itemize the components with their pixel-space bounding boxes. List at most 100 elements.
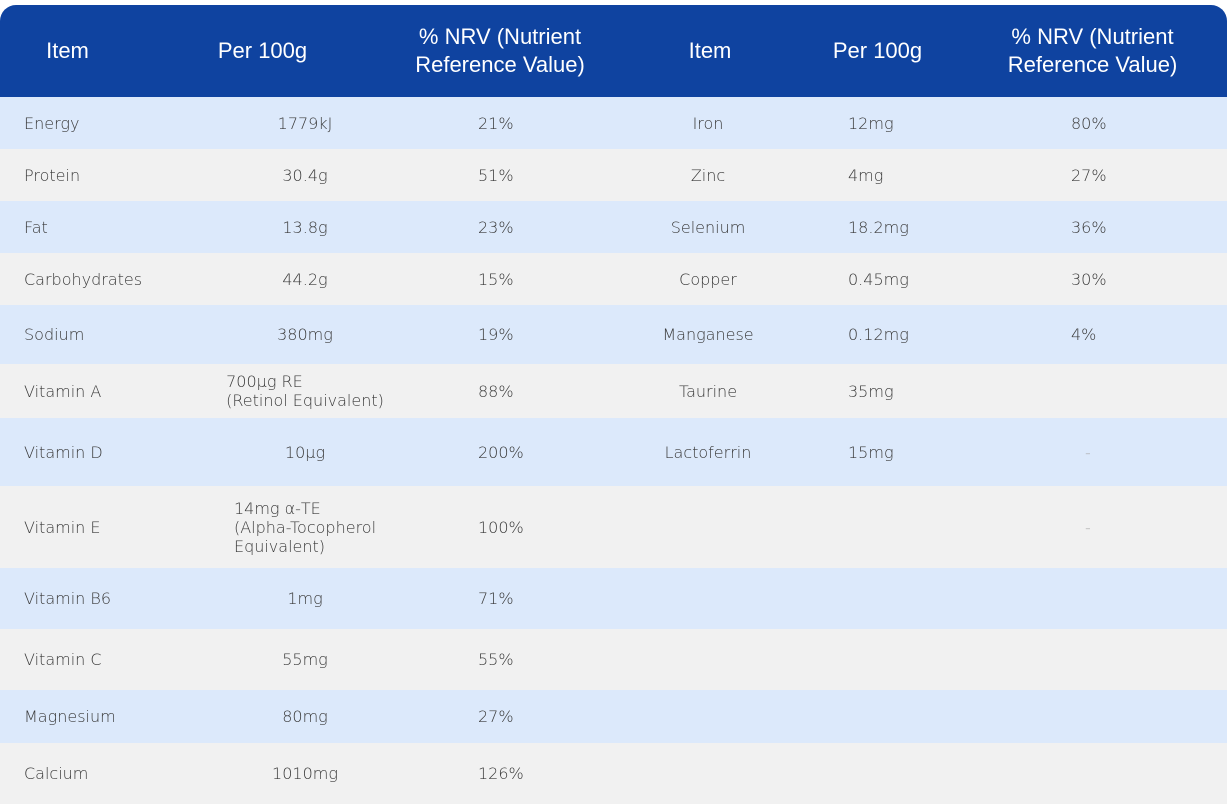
cell-r-item [620,629,796,690]
cell-per100g: 10µg [180,418,430,486]
table-row: Calcium 1010mg 126% [0,743,1227,804]
cell-text: 14mg α-TE (Alpha-Tocopherol Equivalent) [233,498,377,556]
cell-item: Vitamin B6 [24,568,174,629]
cell-r-item: Zinc [620,149,796,201]
cell-r-per100g: 18.2mg [848,201,1008,253]
cell-text: - [1085,442,1091,462]
header-item-right: Item [688,38,732,63]
cell-text: Energy [24,113,80,133]
cell-r-nrv [1071,568,1191,629]
cell-nrv: 27% [478,690,598,743]
cell-r-per100g: 0.12mg [848,305,1008,364]
cell-per100g: 30.4g [180,149,430,201]
cell-r-item: Selenium [620,201,796,253]
cell-item: Carbohydrates [24,253,174,305]
cell-per100g: 80mg [180,690,430,743]
cell-text: Vitamin C [24,650,102,669]
table-row: Vitamin E 14mg α-TE (Alpha-Tocopherol Equ… [0,486,1227,568]
cell-nrv: 15% [478,253,598,305]
cell-r-item: Lactoferrin [620,418,796,486]
cell-text: 700µg RE (Retinol Equivalent) [226,372,384,410]
table-row: Vitamin D 10µg 200% Lactoferrin 15mg - [0,418,1227,486]
cell-text: 126% [478,764,524,783]
table-row: Vitamin A 700µg RE (Retinol Equivalent) 88… [0,364,1227,418]
cell-r-item: Taurine [620,364,796,418]
cell-text: Vitamin D [24,442,103,462]
cell-r-item [620,486,796,568]
cell-r-per100g [848,568,1008,629]
cell-item: Calcium [24,743,174,804]
cell-text: Sodium [24,325,85,344]
cell-per100g: 44.2g [180,253,430,305]
cell-r-nrv [1071,629,1191,690]
cell-text: 380mg [277,325,333,344]
cell-text: 0.45mg [848,269,909,289]
cell-item: Energy [24,97,174,149]
cell-text: 4mg [848,165,884,185]
cell-item: Vitamin C [24,629,174,690]
cell-r-item [620,568,796,629]
cell-item: Sodium [24,305,174,364]
cell-text: 12mg [848,113,894,133]
cell-text: 13.8g [282,217,328,237]
cell-text: Selenium [670,217,746,237]
cell-text: 30.4g [282,165,328,185]
table-row: Vitamin B6 1mg 71% [0,568,1227,629]
cell-per100g: 380mg [180,305,430,364]
cell-text: Calcium [24,764,89,783]
cell-text: 30% [1071,269,1107,289]
table-row: Sodium 380mg 19% Manganese 0.12mg 4% [0,305,1227,364]
cell-r-per100g: 4mg [848,149,1008,201]
cell-nrv: 100% [478,486,598,568]
cell-per100g: 13.8g [180,201,430,253]
cell-text: Taurine [678,381,738,401]
table-row: Protein 30.4g 51% Zinc 4mg 27% [0,149,1227,201]
cell-text: 35mg [848,381,894,401]
cell-text: Protein [24,165,81,185]
cell-text: 0.12mg [848,325,909,344]
cell-nrv: 200% [478,418,598,486]
cell-text: 23% [478,217,514,237]
cell-text: Iron [692,113,724,133]
cell-nrv: 19% [478,305,598,364]
cell-text: 44.2g [282,269,328,289]
cell-r-nrv: - [1071,486,1191,568]
cell-text: Magnesium [24,707,116,726]
cell-item: Vitamin E [24,486,174,568]
cell-text: 15mg [848,442,894,462]
cell-text: Vitamin E [24,517,101,537]
cell-text: 27% [478,707,514,726]
cell-r-nrv: 36% [1071,201,1191,253]
cell-per100g: 55mg [180,629,430,690]
cell-item: Fat [24,201,174,253]
cell-r-per100g: 12mg [848,97,1008,149]
header-nrv: % NRV (Nutrient Reference Value) [415,24,585,77]
header-item: Item [46,38,89,63]
cell-text: 4% [1071,325,1097,344]
nutrition-table: Item Per 100g % NRV (Nutrient Reference … [0,5,1227,804]
cell-r-per100g [848,629,1008,690]
cell-text: 1779kJ [277,113,333,133]
table-body: Energy 1779kJ 21% Iron 12mg 80% Protein 30.4g 51… [0,97,1227,804]
table-row: Magnesium 80mg 27% [0,690,1227,743]
cell-nrv: 88% [478,364,598,418]
cell-r-per100g [848,743,1008,804]
cell-text: 55mg [282,650,328,669]
cell-text: Zinc [690,165,726,185]
cell-per100g: 1010mg [180,743,430,804]
cell-text: 80mg [282,707,328,726]
cell-text: 51% [478,165,514,185]
cell-r-per100g: 35mg [848,364,1008,418]
cell-text: 10µg [284,442,326,462]
cell-r-item [620,690,796,743]
cell-text: 55% [478,650,514,669]
cell-per100g: 14mg α-TE (Alpha-Tocopherol Equivalent) [180,486,430,568]
cell-text: Vitamin B6 [24,589,112,608]
table-row: Energy 1779kJ 21% Iron 12mg 80% [0,97,1227,149]
cell-r-per100g: 15mg [848,418,1008,486]
cell-r-nrv: 4% [1071,305,1191,364]
cell-r-nrv [1071,743,1191,804]
cell-text: 18.2mg [848,217,909,237]
cell-text: 88% [478,381,514,401]
cell-nrv: 71% [478,568,598,629]
